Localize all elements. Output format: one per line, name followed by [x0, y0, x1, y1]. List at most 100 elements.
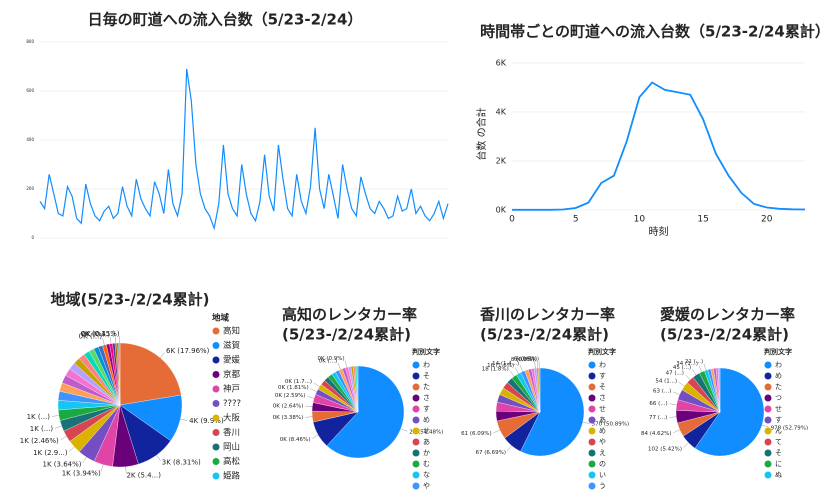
legend-label: う [599, 482, 606, 490]
legend-label: 大阪 [223, 413, 241, 424]
data-label: 570 (50.89%) [592, 422, 630, 428]
legend-marker [764, 383, 772, 391]
leader-line [310, 388, 317, 392]
leader-line [102, 338, 105, 346]
data-label: 0K (8.46%) [280, 437, 311, 443]
x-axis-label: 時刻 [649, 225, 669, 238]
legend-label: い [599, 471, 606, 479]
pie-slice [326, 365, 405, 459]
legend-marker [764, 427, 772, 435]
data-label: 0K (0...) [82, 331, 110, 339]
legend-marker [412, 460, 420, 468]
legend-marker [588, 361, 596, 369]
leader-line [311, 434, 319, 439]
leader-line [313, 382, 320, 387]
leader-line [68, 446, 75, 452]
data-label: 1K (...) [27, 413, 51, 421]
leader-line [761, 424, 769, 428]
legend-label: の [599, 460, 606, 468]
legend-marker [412, 405, 420, 413]
y-tick-label: 0 [31, 235, 34, 240]
leader-line [109, 336, 112, 344]
legend-label: め [599, 427, 606, 435]
legend-marker [588, 405, 596, 413]
leader-line [698, 365, 703, 373]
data-label: 84 (4.62%) [641, 431, 672, 437]
data-label: 18 (1.8%) [482, 367, 509, 373]
chart-title: 日毎の町道への流入台数（5/23-2/24） [88, 11, 363, 29]
data-label: 47 (...) [666, 371, 684, 377]
legend-label: 愛媛 [223, 355, 241, 366]
legend-label: さ [599, 394, 606, 402]
legend-title: 判別文字 [412, 347, 440, 356]
legend-label: た [775, 383, 782, 391]
leader-line [703, 363, 707, 371]
data-label: 8 (0.8%) [511, 357, 535, 363]
legend-label: え [599, 449, 606, 457]
leader-line [673, 391, 680, 395]
line [512, 81, 806, 211]
legend-label: わ [775, 361, 782, 369]
legend-label: そ [775, 449, 782, 457]
legend-label: わ [423, 361, 430, 369]
data-label: 0K (1.7...) [285, 379, 312, 385]
leader-line [519, 364, 523, 372]
legend-marker [212, 327, 220, 335]
leader-line [507, 445, 512, 452]
legend-marker [212, 472, 220, 480]
legend-marker [212, 356, 220, 364]
legend-marker [412, 471, 420, 479]
data-label: 45 (...) [673, 365, 691, 371]
legend-marker [588, 482, 596, 490]
leader-line [344, 360, 348, 368]
legend-label: す [599, 372, 606, 380]
y-tick-label: 200 [26, 186, 34, 191]
legend-marker [588, 383, 596, 391]
data-label: 54 (1...) [655, 378, 677, 384]
leader-line [305, 405, 313, 408]
pie-slice [356, 365, 359, 413]
leader-line [534, 361, 536, 369]
legend-marker [588, 372, 596, 380]
leader-line [683, 442, 689, 448]
legend-label: か [423, 449, 430, 457]
legend-label: さ [423, 394, 430, 402]
data-label: 14 (1.4...) [492, 361, 519, 367]
leader-line [305, 416, 313, 418]
leader-line [180, 418, 188, 421]
data-label: 3K (8.31%) [162, 458, 201, 466]
data-label: 61 (6.09%) [461, 431, 492, 437]
line [39, 68, 449, 231]
legend-label: む [423, 460, 430, 468]
legend-marker [764, 405, 772, 413]
leader-line [159, 352, 165, 358]
legend-label: 神戸 [223, 384, 240, 395]
data-label: 63 (...) [653, 389, 671, 395]
legend-marker [764, 460, 772, 468]
legend-label: 岡山 [223, 442, 240, 453]
data-label: 16 (1.6%) [487, 363, 514, 369]
legend-marker [764, 438, 772, 446]
pie-slice [119, 342, 182, 406]
data-label: 1K (...) [30, 425, 54, 433]
legend-label: 京都 [223, 369, 241, 380]
legend-marker [588, 427, 596, 435]
legend-marker [212, 385, 220, 393]
data-label: 978 (52.79%) [771, 425, 809, 431]
y-tick-label: 800 [26, 39, 34, 44]
leader-line [673, 429, 680, 433]
legend-marker [412, 438, 420, 446]
legend-marker [764, 471, 772, 479]
x-tick-label: 20 [761, 215, 773, 225]
data-label: 0K (0.4...) [81, 330, 116, 338]
legend-label: な [423, 471, 430, 479]
leader-line [678, 381, 685, 387]
legend-marker [764, 416, 772, 424]
chart-title: (5/23-/2/24累計) [282, 326, 411, 344]
legend-label: た [423, 383, 430, 391]
data-label: 21 (...) [685, 359, 703, 365]
leader-line [82, 456, 87, 464]
data-label: 0K (3.38%) [273, 415, 304, 421]
chart-title: 地域(5/23-/2/24累計) [51, 291, 210, 309]
